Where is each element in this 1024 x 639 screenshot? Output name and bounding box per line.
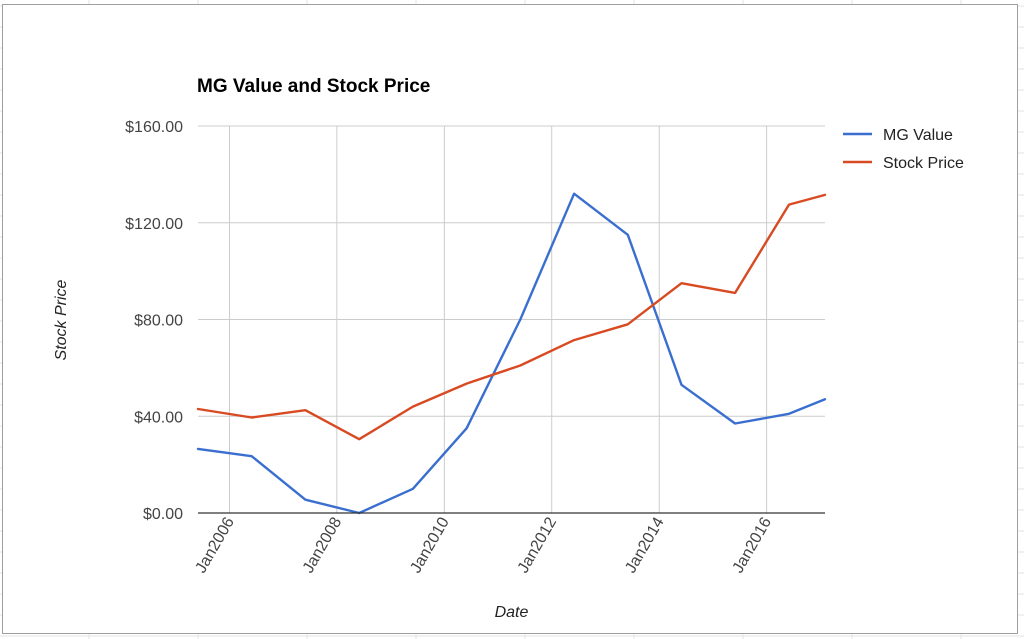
y-axis-title: Stock Price: [53, 279, 70, 360]
x-tick-label: Jan2012: [515, 514, 560, 576]
y-tick-label: $40.00: [134, 409, 183, 426]
x-tick-label: Jan2006: [193, 514, 238, 576]
x-axis-title: Date: [495, 604, 529, 621]
legend[interactable]: MG Value Stock Price: [843, 127, 964, 172]
chart-title: MG Value and Stock Price: [197, 76, 431, 97]
x-tick-label: Jan2016: [730, 514, 775, 576]
y-tick-label: $0.00: [143, 506, 183, 523]
series-line-stock-price[interactable]: [196, 193, 827, 441]
y-tick-label: $120.00: [125, 216, 183, 233]
y-tick-label: $160.00: [125, 119, 183, 136]
x-tick-label: Jan2014: [622, 514, 667, 576]
legend-label: Stock Price: [883, 155, 964, 172]
legend-label: MG Value: [883, 127, 953, 144]
series-lines: [196, 192, 827, 515]
x-tick-label: Jan2008: [300, 514, 345, 576]
legend-item[interactable]: Stock Price: [843, 155, 964, 172]
legend-item[interactable]: MG Value: [843, 127, 953, 144]
series-line-mg-value[interactable]: [196, 192, 827, 515]
y-axis-ticks: $0.00 $40.00 $80.00 $120.00 $160.00: [125, 119, 183, 523]
x-tick-label: Jan2010: [407, 514, 452, 576]
gridlines: [198, 125, 825, 513]
y-tick-label: $80.00: [134, 313, 183, 330]
x-axis-ticks: Jan2006 Jan2008 Jan2010 Jan2012 Jan2014 Jan20…: [193, 514, 776, 576]
